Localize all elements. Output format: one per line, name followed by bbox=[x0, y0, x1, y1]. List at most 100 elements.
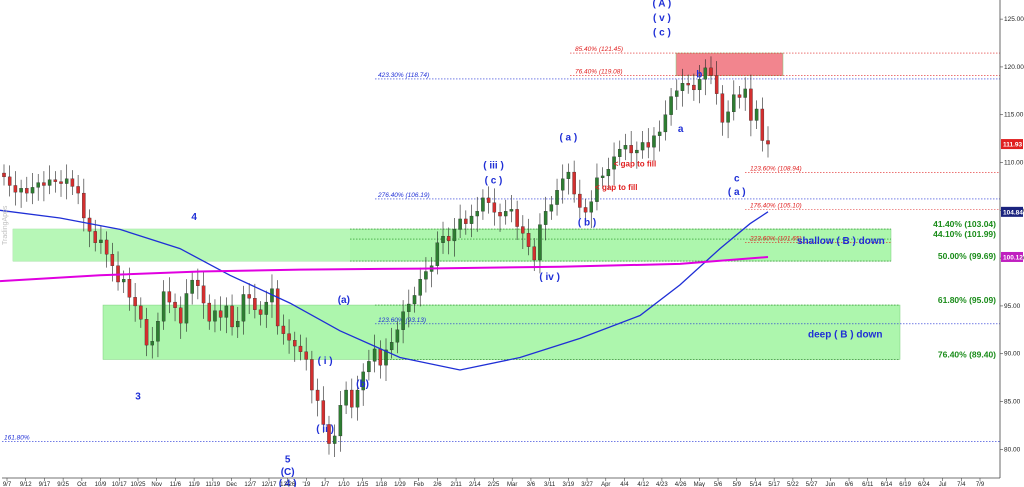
x-axis: 9/7 9/12 9/17 9/25 Oct 10/9 10/17 10/25 Nov 11/6 1… bbox=[2, 477, 1000, 487]
candle-body bbox=[646, 142, 651, 148]
moving-average-layer bbox=[0, 209, 769, 371]
candle-body bbox=[600, 175, 605, 178]
candle-body bbox=[241, 294, 246, 322]
x-tick-label: 10/9 bbox=[95, 482, 107, 487]
candle-body bbox=[190, 279, 194, 294]
wave-label: c bbox=[734, 174, 740, 185]
y-tick-label: 80.00 bbox=[1004, 446, 1021, 453]
candle-body bbox=[754, 108, 759, 121]
x-tick-label: 6/14 bbox=[881, 482, 893, 487]
candle-body bbox=[697, 79, 702, 91]
wave-label: ( b ) bbox=[578, 218, 596, 229]
wave-label: 5 bbox=[285, 455, 291, 466]
candle-body bbox=[526, 233, 531, 247]
candle-body bbox=[515, 209, 519, 227]
x-tick-label: May bbox=[694, 482, 705, 487]
candle-body bbox=[606, 169, 611, 177]
candle-body bbox=[53, 179, 58, 182]
candle-body bbox=[218, 310, 223, 318]
wave-label: b bbox=[696, 69, 702, 80]
candle-body bbox=[395, 329, 400, 343]
x-tick-label: 1/15 bbox=[357, 482, 369, 487]
candle-body bbox=[247, 294, 251, 299]
x-tick-label: 2/25 bbox=[488, 482, 500, 487]
x-tick-label: 4/12 bbox=[637, 482, 649, 487]
candle-body bbox=[452, 229, 457, 242]
candle-body bbox=[30, 187, 35, 194]
x-tick-label: 9/17 bbox=[39, 482, 51, 487]
x-tick-label: Nov bbox=[151, 482, 162, 487]
price-tag bbox=[1001, 139, 1023, 150]
wave-label: 3 bbox=[135, 392, 141, 403]
candle-body bbox=[635, 149, 639, 154]
x-tick-label: Mar bbox=[507, 482, 517, 487]
wave-label: ( a ) bbox=[728, 187, 746, 198]
wave-label: ( i ) bbox=[318, 356, 333, 367]
candle-body bbox=[549, 204, 554, 212]
candle-body bbox=[469, 215, 474, 224]
candle-body bbox=[675, 90, 679, 97]
x-tick-label: 6/24 bbox=[918, 482, 930, 487]
candle-body bbox=[749, 88, 753, 121]
wave-label: ( c ) bbox=[653, 27, 671, 38]
candle-body bbox=[13, 185, 18, 193]
candle-body bbox=[2, 172, 6, 178]
x-tick-label: 5/6 bbox=[714, 482, 723, 487]
fib-level-label: 76.40% (119.08) bbox=[575, 69, 623, 76]
x-tick-label: 11/9 bbox=[188, 482, 200, 487]
candle-body bbox=[407, 303, 411, 312]
x-tick-label: '19 bbox=[302, 482, 310, 487]
candle-body bbox=[275, 288, 280, 327]
candle-body bbox=[355, 389, 360, 408]
candle-body bbox=[230, 305, 234, 328]
candle-body bbox=[253, 298, 257, 310]
x-tick-label: 5/9 bbox=[733, 482, 742, 487]
x-tick-label: 4/26 bbox=[675, 482, 687, 487]
candle-body bbox=[743, 88, 747, 98]
fib-level-label: 61.80% (95.09) bbox=[938, 295, 996, 305]
candle-body bbox=[99, 239, 103, 243]
annotation-label: < gap to fill bbox=[614, 159, 656, 168]
fib-zone bbox=[102, 304, 901, 360]
candle-body bbox=[538, 224, 542, 261]
candle-body bbox=[93, 231, 97, 243]
candle-body bbox=[224, 305, 229, 318]
x-tick-label: 10/25 bbox=[130, 482, 146, 487]
x-tick-label: 9/12 bbox=[20, 482, 32, 487]
fib-level-label: 176.40% (105.10) bbox=[750, 202, 802, 209]
candle-body bbox=[640, 142, 645, 151]
x-tick-label: 3/19 bbox=[563, 482, 575, 487]
candle-body bbox=[173, 301, 177, 308]
candle-body bbox=[560, 178, 565, 191]
x-tick-label: 7/4 bbox=[957, 482, 966, 487]
candle-body bbox=[207, 302, 212, 322]
wave-label: ( c ) bbox=[485, 176, 503, 187]
candle-body bbox=[458, 218, 462, 230]
annotation-label: < gap to fill bbox=[595, 183, 637, 192]
x-tick-label: 4/23 bbox=[656, 482, 668, 487]
x-tick-label: 1/18 bbox=[375, 482, 387, 487]
candle-body bbox=[726, 111, 730, 123]
candle-body bbox=[196, 279, 200, 286]
candle-body bbox=[618, 148, 622, 157]
candle-body bbox=[139, 305, 143, 320]
candle-body bbox=[338, 405, 343, 437]
wave-label: (b) bbox=[356, 379, 369, 390]
candle-body bbox=[287, 333, 291, 341]
candle-body bbox=[332, 435, 337, 444]
candle-body bbox=[612, 156, 616, 170]
price-tag-label: 111.93 bbox=[1003, 142, 1023, 149]
candle-body bbox=[7, 176, 12, 186]
candle-body bbox=[703, 67, 708, 80]
fib-level-label: 223.60% (101.65) bbox=[749, 235, 802, 242]
candle-body bbox=[714, 75, 719, 94]
candle-body bbox=[150, 341, 154, 346]
candle-body bbox=[281, 325, 286, 334]
candle-body bbox=[304, 351, 308, 360]
candle-body bbox=[144, 319, 149, 346]
candle-body bbox=[167, 291, 172, 303]
candle-body bbox=[76, 186, 80, 194]
x-tick-label: 5/14 bbox=[750, 482, 762, 487]
candle-body bbox=[766, 140, 770, 145]
candle-body bbox=[389, 342, 394, 351]
